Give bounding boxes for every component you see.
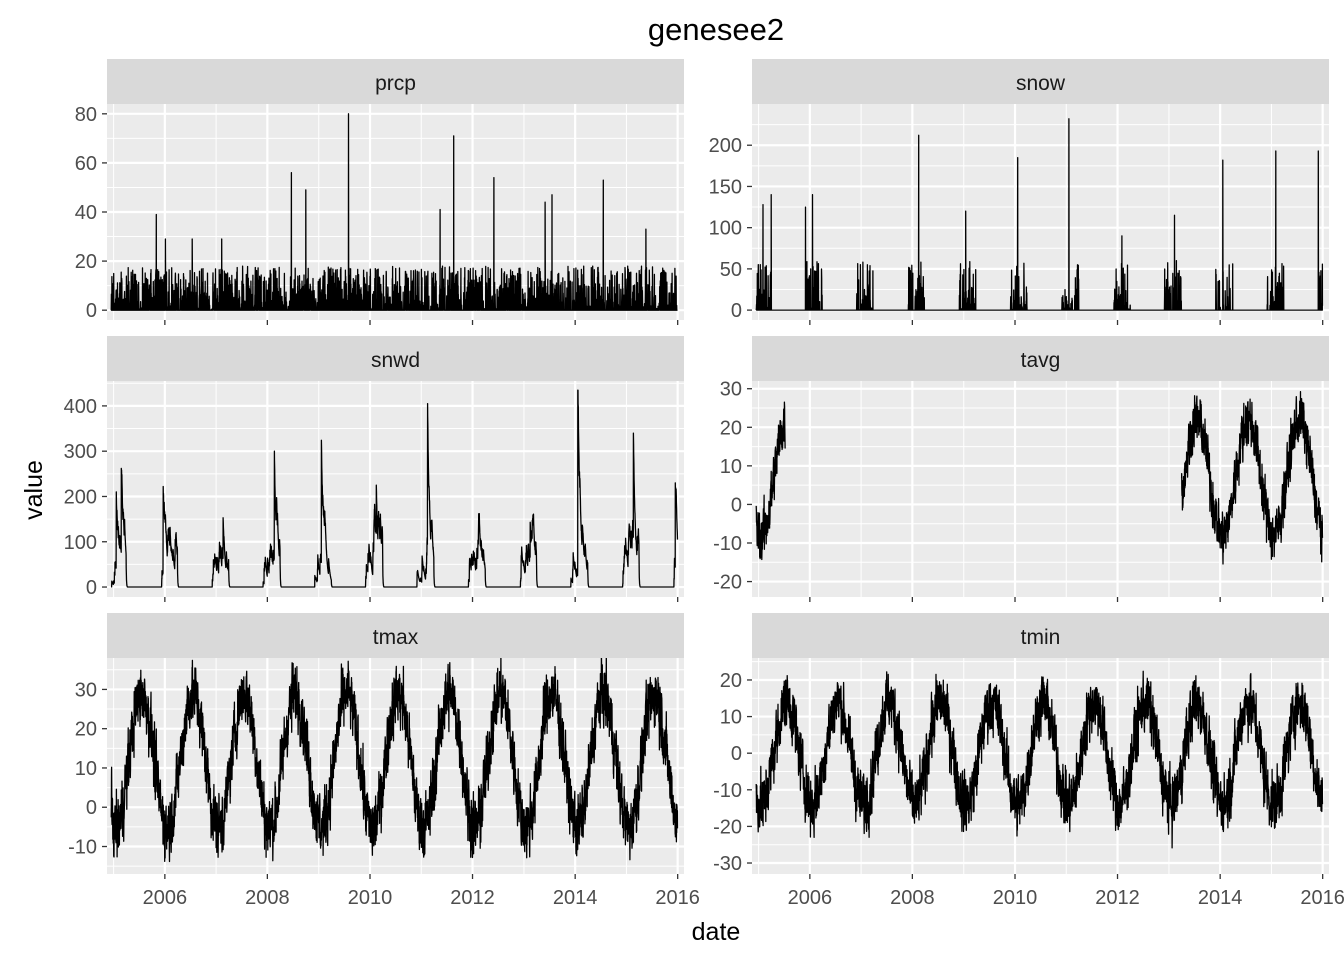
y-tick-label: 80 [75,104,97,126]
series-line-prcp [110,113,679,311]
panel-tmin: tmin -30 -20 -10 0 10 20 2006 2008 2010 2012 2014 20… [713,613,1344,909]
y-tick-label: 30 [75,679,97,701]
y-tick-label: -20 [713,816,742,838]
panel-background [752,381,1329,597]
x-tick-label: 2016 [1300,887,1344,909]
x-tick-label: 2014 [1198,887,1243,909]
y-tick-label: 200 [64,486,97,508]
series-line-tavg [755,401,786,561]
panel-prcp: prcp 0 20 40 60 80 [75,59,684,325]
y-tick-label: 150 [709,176,742,198]
y-tick-label: 0 [86,797,97,819]
y-tick-label: 20 [75,719,97,741]
series-line-tmax [110,658,679,863]
panel-background [752,104,1329,320]
y-tick-label: 0 [86,300,97,322]
panel-strip-label: prcp [375,72,416,95]
x-tick-label: 2014 [553,887,598,909]
panel-strip-label: tavg [1021,349,1061,372]
y-tick-label: -30 [713,853,742,875]
series-line-snow [755,118,1324,311]
y-tick-label: 100 [709,218,742,240]
y-tick-label: 10 [720,456,742,478]
y-tick-label: 0 [731,300,742,322]
y-tick-label: 50 [720,259,742,281]
y-tick-label: 20 [75,251,97,273]
y-tick-label: 20 [720,670,742,692]
panel-strip [752,613,1329,658]
x-axis-title: date [692,918,741,946]
y-tick-label: 30 [720,379,742,401]
x-tick-label: 2012 [1095,887,1140,909]
panel-tmax: tmax -10 0 10 20 30 2006 2008 2010 2012 2014 2016 [68,613,700,909]
panel-strip [752,336,1329,381]
panel-strip-label: snwd [371,349,420,372]
x-tick-label: 2012 [450,887,495,909]
y-tick-label: 10 [75,758,97,780]
x-tick-label: 2006 [788,887,833,909]
y-tick-label: 40 [75,202,97,224]
chart-title: genesee2 [648,12,784,47]
panel-strip [107,336,684,381]
y-tick-label: -10 [713,780,742,802]
panel-strip-label: tmin [1021,626,1061,649]
y-tick-label: 0 [731,494,742,516]
x-tick-label: 2008 [890,887,935,909]
y-tick-label: -10 [68,837,97,859]
y-tick-label: -10 [713,533,742,555]
y-tick-label: 60 [75,153,97,175]
x-tick-label: 2010 [348,887,393,909]
x-tick-label: 2006 [143,887,188,909]
panel-strip-label: tmax [373,626,419,649]
panel-strip-label: snow [1016,72,1066,95]
facet-panels: prcp020406080snow050100150200snwd0100200… [64,59,1344,909]
series-line-tmin [755,670,1324,849]
series-line-snwd [110,389,679,588]
y-tick-label: 0 [731,743,742,765]
panel-tavg: tavg -20 -10 0 10 20 30 [713,336,1329,602]
panel-strip [752,59,1329,104]
panel-strip [107,59,684,104]
y-tick-label: 100 [64,532,97,554]
y-axis-title: value [20,460,48,520]
x-tick-label: 2010 [993,887,1038,909]
y-tick-label: 300 [64,441,97,463]
y-tick-label: -20 [713,572,742,594]
panel-snow: snow 0 50 100 150 200 [709,59,1329,325]
x-tick-label: 2016 [655,887,700,909]
panel-snwd: snwd 0 100 200 300 400 [64,336,684,602]
series-line-tavg [1180,391,1324,565]
y-tick-label: 400 [64,396,97,418]
x-tick-label: 2008 [245,887,290,909]
y-tick-label: 20 [720,417,742,439]
y-tick-label: 200 [709,135,742,157]
y-tick-label: 0 [86,577,97,599]
panel-background [107,381,684,597]
y-tick-label: 10 [720,707,742,729]
panel-strip [107,613,684,658]
